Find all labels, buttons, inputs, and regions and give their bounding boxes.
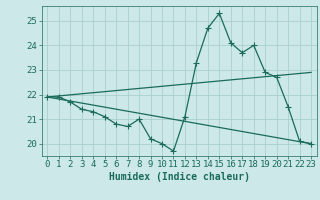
X-axis label: Humidex (Indice chaleur): Humidex (Indice chaleur) [109,172,250,182]
